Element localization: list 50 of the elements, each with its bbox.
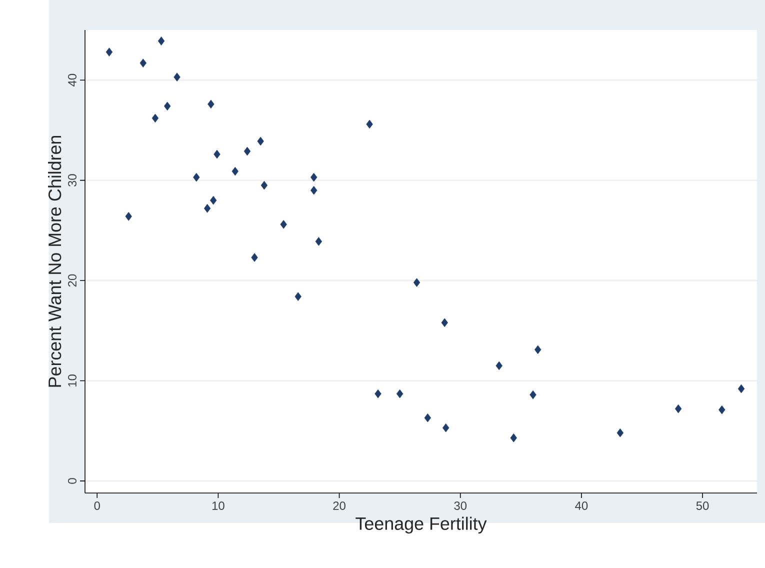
point — [315, 237, 322, 246]
point — [738, 384, 745, 394]
x-tick-label: 0 — [94, 502, 100, 510]
x-tick-label: 50 — [696, 502, 709, 510]
point — [251, 253, 258, 262]
y-axis-title: Percent Want No More Children — [48, 136, 62, 387]
point — [366, 120, 373, 129]
point — [164, 102, 171, 111]
point — [106, 48, 113, 56]
point — [510, 433, 517, 442]
point — [534, 345, 542, 354]
y-tick-label: 10 — [68, 374, 76, 386]
point — [174, 72, 180, 82]
point — [496, 361, 502, 370]
point — [210, 196, 217, 205]
x-axis-title: Teenage Fertility — [356, 516, 487, 534]
point — [718, 405, 726, 414]
point — [674, 404, 682, 414]
point — [374, 389, 382, 398]
point — [257, 136, 264, 146]
x-tick-label: 20 — [333, 502, 346, 510]
point — [310, 172, 318, 182]
point — [152, 114, 159, 123]
point — [140, 58, 146, 68]
x-tick-label: 40 — [575, 502, 588, 510]
point — [125, 212, 132, 221]
point — [280, 220, 287, 229]
point — [530, 390, 536, 400]
point — [214, 150, 220, 159]
point — [158, 36, 165, 46]
y-tick-label: 30 — [68, 174, 76, 187]
x-tick-label: 30 — [454, 502, 467, 510]
point — [208, 100, 214, 109]
point — [193, 172, 200, 182]
point — [232, 166, 238, 176]
y-tick-label: 20 — [68, 274, 76, 287]
point — [616, 428, 624, 438]
y-tick-label: 0 — [68, 478, 76, 484]
point — [294, 292, 302, 301]
point — [244, 146, 251, 156]
point — [441, 318, 448, 328]
point — [413, 278, 420, 287]
point — [396, 389, 404, 398]
point — [442, 423, 450, 432]
point — [424, 413, 432, 422]
point — [310, 186, 318, 195]
point — [204, 204, 211, 213]
y-tick-label: 40 — [68, 74, 76, 86]
point — [260, 180, 268, 190]
x-tick-label: 10 — [212, 502, 224, 510]
